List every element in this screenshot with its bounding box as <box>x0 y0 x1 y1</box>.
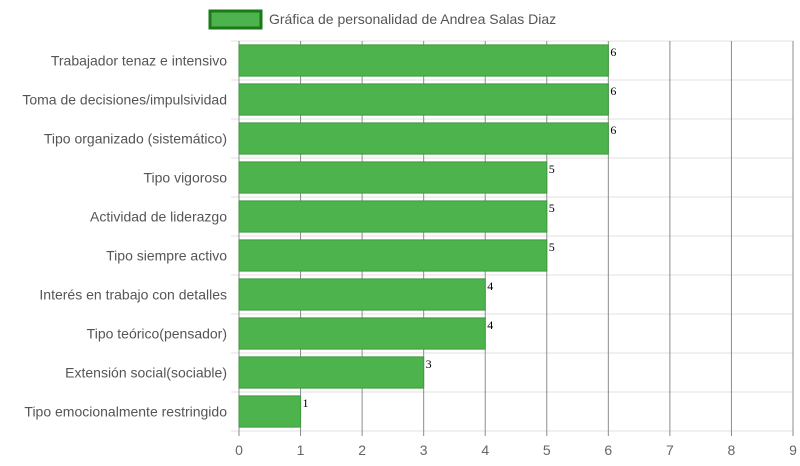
bar <box>238 83 609 116</box>
category-label: Tipo siempre activo <box>106 248 227 264</box>
data-label: 1 <box>303 396 309 410</box>
data-label: 6 <box>610 123 616 137</box>
data-label: 6 <box>610 84 616 98</box>
data-label: 5 <box>549 201 555 215</box>
legend[interactable]: Gráfica de personalidad de Andrea Salas … <box>208 9 556 30</box>
legend-label: Gráfica de personalidad de Andrea Salas … <box>269 11 556 27</box>
x-tick-label: 8 <box>728 442 736 458</box>
bar <box>238 200 548 233</box>
x-tick-label: 6 <box>604 442 612 458</box>
bar <box>238 239 548 272</box>
x-tick-label: 1 <box>297 442 305 458</box>
x-tick-label: 4 <box>481 442 489 458</box>
bar <box>238 44 609 77</box>
data-label: 3 <box>426 357 432 371</box>
category-label: Interés en trabajo con detalles <box>39 287 227 303</box>
bars <box>238 44 609 428</box>
data-label: 6 <box>610 45 616 59</box>
bar <box>238 161 548 194</box>
x-tick-label: 2 <box>358 442 366 458</box>
legend-swatch <box>208 9 263 30</box>
bar <box>238 395 302 428</box>
x-tick-label: 0 <box>235 442 243 458</box>
bar <box>238 278 486 311</box>
x-tick-label: 9 <box>789 442 797 458</box>
category-label: Tipo vigoroso <box>143 170 227 186</box>
category-label: Extensión social(sociable) <box>65 365 227 381</box>
x-tick-label: 5 <box>543 442 551 458</box>
x-tick-label: 3 <box>420 442 428 458</box>
data-label: 5 <box>549 162 555 176</box>
category-label: Toma de decisiones/impulsividad <box>22 92 227 108</box>
category-label: Actividad de liderazgo <box>90 209 227 225</box>
category-label: Trabajador tenaz e intensivo <box>51 53 227 69</box>
bar <box>238 317 486 350</box>
x-tick-label: 7 <box>666 442 674 458</box>
labels: 0 1 2 3 4 5 6 7 8 9 Trabajador tenaz e intensivo 6 T… <box>22 45 797 458</box>
data-label: 4 <box>487 318 493 332</box>
category-label: Tipo organizado (sistemático) <box>44 131 227 147</box>
category-label: Tipo teórico(pensador) <box>87 326 227 342</box>
bar <box>238 356 425 389</box>
bar <box>238 122 609 155</box>
data-label: 4 <box>487 279 493 293</box>
data-label: 5 <box>549 240 555 254</box>
category-label: Tipo emocionalmente restringido <box>24 404 227 420</box>
